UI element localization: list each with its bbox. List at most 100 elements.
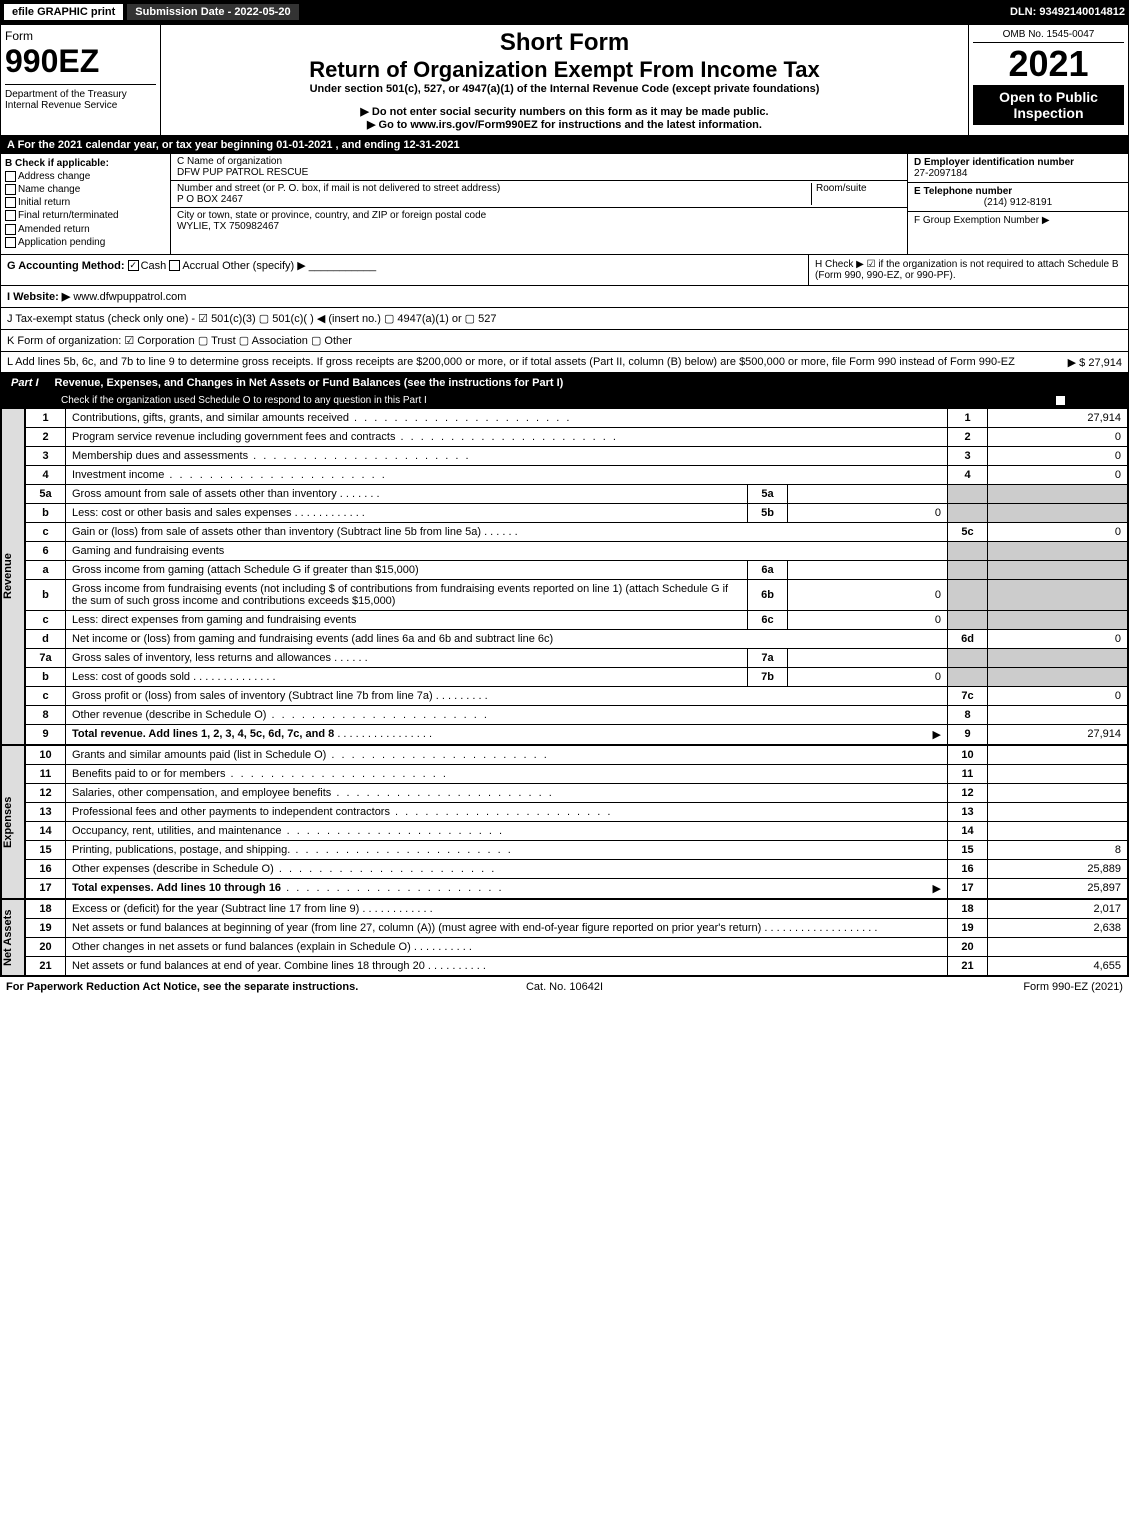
- tel-label: E Telephone number: [914, 186, 1012, 197]
- check-name-change[interactable]: Name change: [5, 184, 166, 195]
- dept-label: Department of the Treasury Internal Reve…: [5, 84, 156, 111]
- row-l-text: L Add lines 5b, 6c, and 7b to line 9 to …: [7, 356, 1015, 368]
- expenses-section: Expenses 10Grants and similar amounts pa…: [1, 745, 1128, 899]
- row-j-tax-exempt: J Tax-exempt status (check only one) - ☑…: [1, 308, 1128, 330]
- line-18: 18Excess or (deficit) for the year (Subt…: [26, 899, 1128, 918]
- col-d: D Employer identification number 27-2097…: [908, 154, 1128, 254]
- line-7b: bLess: cost of goods sold . . . . . . . …: [26, 667, 1128, 686]
- part-i-label: Part I: [1, 373, 49, 393]
- row-k-form-org: K Form of organization: ☑ Corporation ▢ …: [1, 330, 1128, 352]
- net-assets-side-label: Net Assets: [1, 899, 25, 976]
- footer: For Paperwork Reduction Act Notice, see …: [0, 977, 1129, 997]
- other-specify: Other (specify) ▶: [222, 260, 306, 272]
- check-cash[interactable]: ✓: [128, 260, 139, 271]
- line-4: 4Investment income40: [26, 465, 1128, 484]
- line-13: 13Professional fees and other payments t…: [26, 802, 1128, 821]
- header-center: Short Form Return of Organization Exempt…: [161, 25, 968, 135]
- line-20: 20Other changes in net assets or fund ba…: [26, 937, 1128, 956]
- line-17: 17Total expenses. Add lines 10 through 1…: [26, 878, 1128, 898]
- goto-link[interactable]: ▶ Go to www.irs.gov/Form990EZ for instru…: [165, 118, 964, 131]
- city-label: City or town, state or province, country…: [177, 210, 486, 221]
- short-form-title: Short Form: [165, 29, 964, 57]
- col-c-org-info: C Name of organization DFW PUP PATROL RE…: [171, 154, 908, 254]
- line-1: 1Contributions, gifts, grants, and simil…: [26, 408, 1128, 427]
- line-7a: 7aGross sales of inventory, less returns…: [26, 648, 1128, 667]
- net-assets-table: 18Excess or (deficit) for the year (Subt…: [25, 899, 1128, 976]
- check-schedule-o[interactable]: ✓: [1055, 395, 1066, 406]
- revenue-table: 1Contributions, gifts, grants, and simil…: [25, 408, 1128, 745]
- accounting-method-label: G Accounting Method:: [7, 260, 125, 272]
- line-16: 16Other expenses (describe in Schedule O…: [26, 859, 1128, 878]
- check-address-change[interactable]: Address change: [5, 171, 166, 182]
- check-initial-return[interactable]: Initial return: [5, 197, 166, 208]
- addr-value: P O BOX 2467: [177, 194, 243, 205]
- row-i-website: I Website: ▶ www.dfwpuppatrol.com: [1, 286, 1128, 308]
- return-title: Return of Organization Exempt From Incom…: [165, 57, 964, 83]
- line-6a: aGross income from gaming (attach Schedu…: [26, 560, 1128, 579]
- line-21: 21Net assets or fund balances at end of …: [26, 956, 1128, 975]
- row-l-amount: ▶ $ 27,914: [1068, 356, 1122, 369]
- col-b-check-applicable: B Check if applicable: Address change Na…: [1, 154, 171, 254]
- website-label: I Website: ▶: [7, 291, 70, 303]
- line-6d: dNet income or (loss) from gaming and fu…: [26, 629, 1128, 648]
- col-b-title: B Check if applicable:: [5, 158, 109, 169]
- revenue-side-label: Revenue: [1, 408, 25, 745]
- check-application-pending[interactable]: Application pending: [5, 237, 166, 248]
- line-5c: cGain or (loss) from sale of assets othe…: [26, 522, 1128, 541]
- info-block: B Check if applicable: Address change Na…: [1, 154, 1128, 255]
- header-left: Form 990EZ Department of the Treasury In…: [1, 25, 161, 135]
- expenses-table: 10Grants and similar amounts paid (list …: [25, 745, 1128, 899]
- line-3: 3Membership dues and assessments30: [26, 446, 1128, 465]
- part-i-header: Part I Revenue, Expenses, and Changes in…: [1, 373, 1128, 393]
- line-9: 9Total revenue. Add lines 1, 2, 3, 4, 5c…: [26, 724, 1128, 744]
- group-exemption-label: F Group Exemption Number ▶: [914, 215, 1050, 226]
- line-5b: bLess: cost or other basis and sales exp…: [26, 503, 1128, 522]
- website-link[interactable]: www.dfwpuppatrol.com: [73, 291, 186, 303]
- line-8: 8Other revenue (describe in Schedule O)8: [26, 705, 1128, 724]
- form-number: 990EZ: [5, 43, 99, 79]
- row-a-calendar-year: A For the 2021 calendar year, or tax yea…: [1, 136, 1128, 154]
- row-gh: G Accounting Method: ✓Cash Accrual Other…: [1, 255, 1128, 286]
- form-label: Form: [5, 29, 33, 43]
- part-i-check-row: Check if the organization used Schedule …: [1, 393, 1128, 408]
- line-15: 15Printing, publications, postage, and s…: [26, 840, 1128, 859]
- line-12: 12Salaries, other compensation, and empl…: [26, 783, 1128, 802]
- check-final-return[interactable]: Final return/terminated: [5, 210, 166, 221]
- under-section: Under section 501(c), 527, or 4947(a)(1)…: [165, 83, 964, 95]
- footer-right: Form 990-EZ (2021): [751, 981, 1123, 993]
- org-name: DFW PUP PATROL RESCUE: [177, 167, 308, 178]
- line-10: 10Grants and similar amounts paid (list …: [26, 745, 1128, 764]
- part-i-check-text: Check if the organization used Schedule …: [61, 395, 1055, 406]
- line-6: 6Gaming and fundraising events: [26, 541, 1128, 560]
- row-h: H Check ▶ ☑ if the organization is not r…: [808, 255, 1128, 285]
- line-5a: 5aGross amount from sale of assets other…: [26, 484, 1128, 503]
- ein-value: 27-2097184: [914, 168, 967, 179]
- line-14: 14Occupancy, rent, utilities, and mainte…: [26, 821, 1128, 840]
- form-header: Form 990EZ Department of the Treasury In…: [1, 25, 1128, 136]
- part-i-title: Revenue, Expenses, and Changes in Net As…: [49, 373, 1128, 393]
- line-11: 11Benefits paid to or for members11: [26, 764, 1128, 783]
- footer-left: For Paperwork Reduction Act Notice, see …: [6, 981, 378, 993]
- line-6b: bGross income from fundraising events (n…: [26, 579, 1128, 610]
- revenue-section: Revenue 1Contributions, gifts, grants, a…: [1, 408, 1128, 745]
- dln-label: DLN: 93492140014812: [1010, 6, 1125, 18]
- header-right: OMB No. 1545-0047 2021 Open to Public In…: [968, 25, 1128, 135]
- form-body: Form 990EZ Department of the Treasury In…: [0, 24, 1129, 977]
- row-l-gross-receipts: L Add lines 5b, 6c, and 7b to line 9 to …: [1, 352, 1128, 373]
- org-name-label: C Name of organization: [177, 156, 282, 167]
- room-suite: Room/suite: [811, 183, 901, 205]
- line-2: 2Program service revenue including gover…: [26, 427, 1128, 446]
- tel-value: (214) 912-8191: [914, 197, 1122, 208]
- open-inspection: Open to Public Inspection: [973, 85, 1124, 125]
- submission-date-label: Submission Date - 2022-05-20: [127, 4, 298, 20]
- efile-print-button[interactable]: efile GRAPHIC print: [4, 4, 123, 20]
- line-7c: cGross profit or (loss) from sales of in…: [26, 686, 1128, 705]
- expenses-side-label: Expenses: [1, 745, 25, 899]
- tax-year: 2021: [973, 43, 1124, 85]
- check-accrual[interactable]: [169, 260, 180, 271]
- check-amended-return[interactable]: Amended return: [5, 224, 166, 235]
- omb-number: OMB No. 1545-0047: [973, 29, 1124, 43]
- top-bar: efile GRAPHIC print Submission Date - 20…: [0, 0, 1129, 24]
- net-assets-section: Net Assets 18Excess or (deficit) for the…: [1, 899, 1128, 976]
- addr-label: Number and street (or P. O. box, if mail…: [177, 183, 500, 194]
